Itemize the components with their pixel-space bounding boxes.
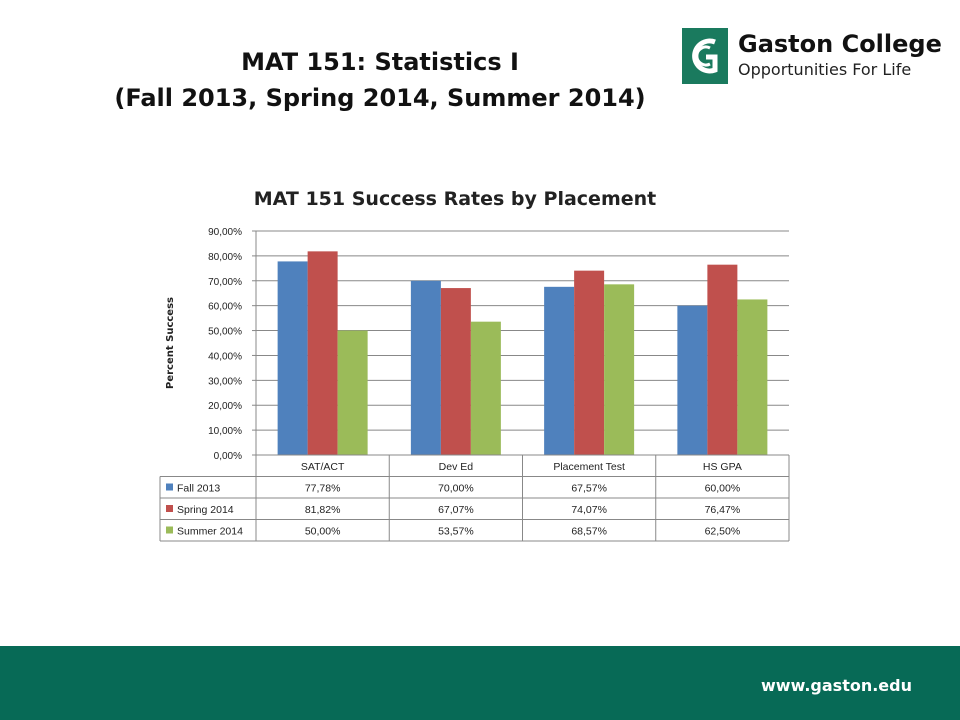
y-tick-label: 70,00% <box>208 277 242 288</box>
y-tick-label: 10,00% <box>208 426 242 437</box>
y-tick-label: 60,00% <box>208 302 242 313</box>
logo-tagline: Opportunities For Life <box>738 60 912 79</box>
slide-title-line1: MAT 151: Statistics I <box>241 48 519 76</box>
bar <box>677 305 708 455</box>
y-tick-label: 90,00% <box>208 227 242 238</box>
y-tick-label: 0,00% <box>214 451 242 462</box>
bar <box>470 321 501 455</box>
bar <box>410 280 441 455</box>
data-label: 67,07% <box>438 504 474 516</box>
legend-swatch <box>166 526 173 534</box>
category-label: Placement Test <box>553 461 625 473</box>
slide-title-line2: (Fall 2013, Spring 2014, Summer 2014) <box>114 84 646 112</box>
bar <box>604 284 635 455</box>
chart-title: MAT 151 Success Rates by Placement <box>253 188 657 210</box>
data-label: 53,57% <box>438 526 474 538</box>
logo-name: Gaston College <box>738 30 942 58</box>
data-label: 74,07% <box>571 504 607 516</box>
bar <box>574 270 605 455</box>
category-label: Dev Ed <box>439 461 474 473</box>
y-tick-label: 20,00% <box>208 401 242 412</box>
bar <box>737 299 768 455</box>
bar <box>544 286 575 455</box>
data-label: 62,50% <box>705 526 741 538</box>
bar <box>277 261 308 455</box>
data-label: 50,00% <box>305 526 341 538</box>
legend-series-name: Fall 2013 <box>177 483 220 495</box>
bar <box>337 330 368 455</box>
footer-bar: www.gaston.edu <box>0 646 960 720</box>
legend-series-name: Spring 2014 <box>177 504 234 516</box>
gaston-college-logo: Gaston College Opportunities For Life <box>682 28 942 86</box>
y-tick-label: 50,00% <box>208 327 242 338</box>
data-label: 70,00% <box>438 483 474 495</box>
footer-url: www.gaston.edu <box>761 676 912 695</box>
data-label: 60,00% <box>705 483 741 495</box>
legend-swatch <box>166 505 173 512</box>
data-label: 77,78% <box>305 483 341 495</box>
legend-swatch <box>166 483 173 491</box>
bar <box>707 264 738 455</box>
slide-title: MAT 151: Statistics I (Fall 2013, Spring… <box>40 44 720 116</box>
data-label: 67,57% <box>571 483 607 495</box>
category-label: HS GPA <box>703 461 742 473</box>
y-tick-label: 40,00% <box>208 351 242 362</box>
bar <box>307 251 338 455</box>
gaston-college-logo-icon <box>682 28 728 84</box>
y-axis-label: Percent Success <box>165 297 176 389</box>
data-label: 76,47% <box>705 504 741 516</box>
data-label: 68,57% <box>571 526 607 538</box>
data-label: 81,82% <box>305 504 341 516</box>
bar <box>440 288 471 455</box>
legend-series-name: Summer 2014 <box>177 526 243 538</box>
y-tick-label: 30,00% <box>208 376 242 387</box>
category-label: SAT/ACT <box>301 461 345 473</box>
y-tick-label: 80,00% <box>208 252 242 263</box>
